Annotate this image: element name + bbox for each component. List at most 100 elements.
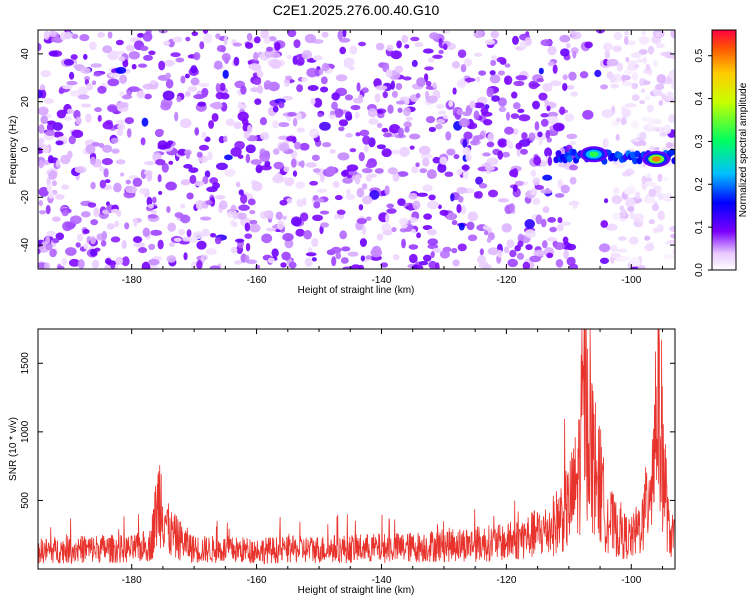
heatmap-cell [629,210,635,220]
heatmap-cell [157,239,164,250]
heatmap-cell [137,63,148,68]
heatmap-cell [624,103,637,108]
heatmap-cell [266,46,273,52]
heatmap-cell [584,41,593,49]
heatmap-cell [281,251,291,261]
heatmap-cell [296,198,304,208]
heatmap-cell [146,172,153,182]
heatmap-cell [287,30,297,38]
heatmap-cell [362,135,371,145]
heatmap-cell [436,119,446,124]
heatmap-cell [458,223,465,231]
heatmap-cell [545,129,551,139]
heatmap-cell [606,58,619,67]
heatmap-cell [61,184,70,190]
heatmap-cell [164,59,175,67]
heatmap-cell [90,219,99,226]
heatmap-cell [188,167,199,173]
heatmap-cell [634,191,641,200]
heatmap-cell [478,183,488,189]
heatmap-cell [540,39,553,47]
snr-series-line [38,329,675,565]
heatmap-cell [160,102,172,111]
heatmap-cell [104,264,111,269]
heatmap-cell [48,191,55,199]
heatmap-cell [80,103,92,108]
heatmap-cell [232,42,242,47]
x-tick-label: -100 [621,275,641,286]
heatmap-cell [224,168,236,177]
heatmap-cell [340,257,349,264]
heatmap-cell [325,166,336,176]
heatmap-cell [86,82,93,91]
heatmap-cell [55,159,61,168]
heatmap-cell [540,189,553,194]
heatmap-cell [396,171,409,177]
heatmap-cell [288,261,297,269]
heatmap-cell [186,229,192,238]
heatmap-cell [489,70,496,76]
heatmap-cell [46,176,52,187]
heatmap-cell [207,151,213,161]
heatmap-cell [320,222,330,228]
heatmap-cell [506,111,511,121]
heatmap-cell [513,80,525,87]
heatmap-cell [335,74,348,82]
heatmap-cell [563,249,569,259]
heatmap-cell [336,209,346,215]
heatmap-cell [194,180,205,187]
heatmap-cell [63,116,73,121]
heatmap-cell [655,42,665,49]
heatmap-cell [358,204,364,211]
heatmap-cell [631,82,639,90]
heatmap-cell [222,69,229,79]
heatmap-cell [540,218,547,228]
heatmap-cell [282,215,287,221]
heatmap-cell [482,152,491,157]
heatmap-cell [483,118,493,126]
heatmap-cell [361,87,369,94]
colorbar-tick-label: 0.5 [694,48,705,62]
snr-x-label: Height of straight line (km) [298,585,415,596]
heatmap-cell [208,120,215,129]
heatmap-cell [295,112,302,121]
heatmap-cell [610,83,620,89]
heatmap-cell [209,265,221,269]
heatmap-cell [557,216,563,224]
heatmap-cell [296,57,305,66]
heatmap-cell [110,263,116,269]
heatmap-cell [665,142,673,149]
heatmap-cell [235,181,241,188]
heatmap-cell [467,234,478,242]
heatmap-cell [71,33,79,39]
heatmap-cell [386,203,395,209]
heatmap-cell [395,82,403,91]
heatmap-cell [476,76,481,83]
heatmap-cell [652,227,659,234]
heatmap-cell [139,188,148,195]
heatmap-cell [249,223,261,233]
heatmap-cell [428,260,437,269]
heatmap-cell [75,116,82,125]
heatmap-cell [312,214,324,222]
heatmap-cell [503,246,510,254]
heatmap-cell [403,121,412,128]
heatmap-cell [469,100,476,109]
heatmap-cell [356,187,365,198]
heatmap-cell [215,33,221,39]
heatmap-cell [486,157,499,166]
heatmap-cell [174,212,184,218]
heatmap-cell [667,239,675,245]
heatmap-cell [364,145,369,153]
heatmap-cell [418,261,429,266]
heatmap-cell [279,199,288,206]
heatmap-cell [633,64,640,69]
heatmap-cell [538,92,548,101]
heatmap-cell [93,207,100,218]
heatmap-cell [660,51,672,57]
heatmap-cell [381,127,389,133]
heatmap-cell [148,258,160,266]
heatmap-cell [175,57,185,63]
heatmap-cell [168,160,174,165]
x-tick-label: -160 [247,575,267,586]
